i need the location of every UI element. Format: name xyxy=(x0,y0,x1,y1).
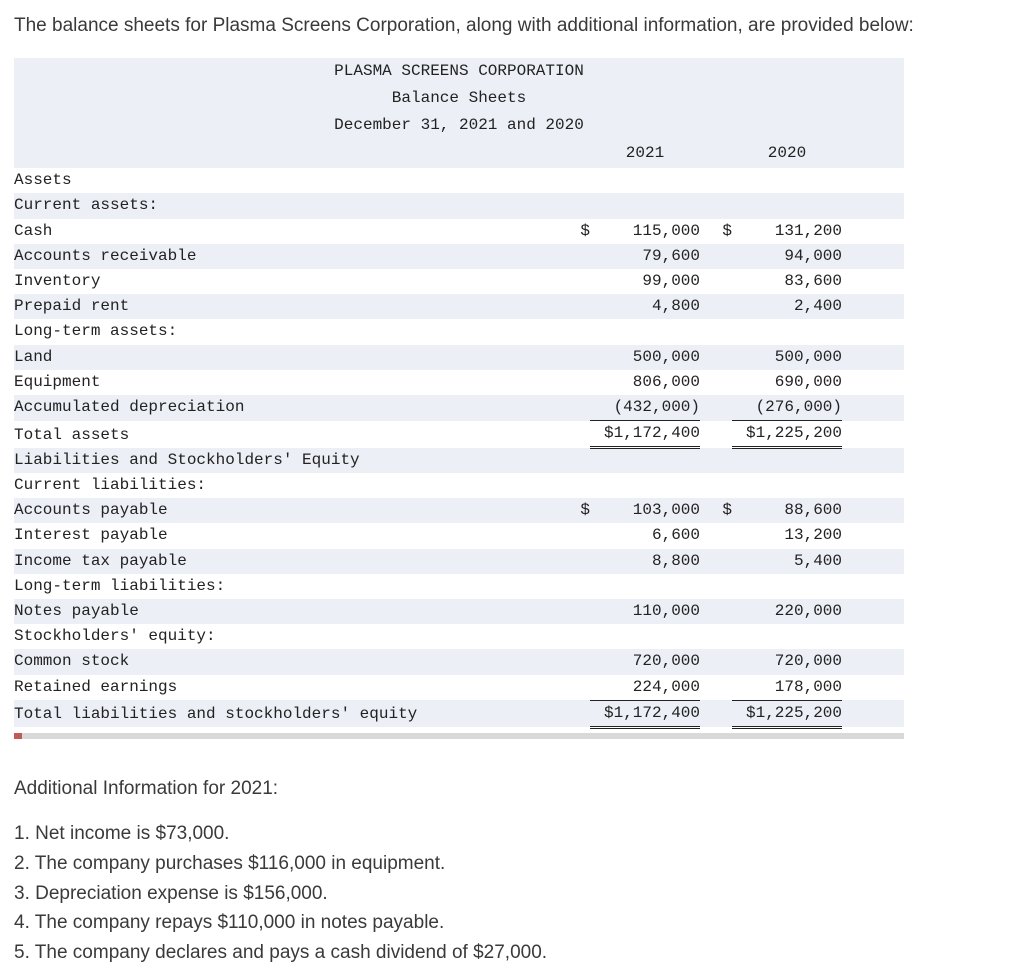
row-equip-v2: 690,000 xyxy=(732,370,842,395)
row-ap-label: Accounts payable xyxy=(14,498,564,523)
row-liab-se: Liabilities and Stockholders' Equity xyxy=(14,448,564,473)
row-accdep-v2: (276,000) xyxy=(732,395,842,421)
list-item: 4. The company repays $110,000 in notes … xyxy=(14,909,1010,937)
row-ap-cur1: $ xyxy=(564,498,590,523)
row-land-v2: 500,000 xyxy=(732,345,842,370)
row-se: Stockholders' equity: xyxy=(14,624,564,649)
year-2021: 2021 xyxy=(590,139,700,168)
row-cs-v2: 720,000 xyxy=(732,649,842,674)
additional-info-list: 1. Net income is $73,000. 2. The company… xyxy=(14,820,1010,966)
header-line-3: December 31, 2021 and 2020 xyxy=(14,114,904,137)
row-taxpay-v1: 8,800 xyxy=(590,549,700,574)
row-notes-label: Notes payable xyxy=(14,599,564,624)
row-ar-label: Accounts receivable xyxy=(14,244,564,269)
row-prepaid-v1: 4,800 xyxy=(590,294,700,319)
row-re-label: Retained earnings xyxy=(14,675,564,701)
row-cs-v1: 720,000 xyxy=(590,649,700,674)
year-2020: 2020 xyxy=(732,139,842,168)
row-ap-v2: 88,600 xyxy=(732,498,842,523)
row-ap-cur2: $ xyxy=(706,498,732,523)
list-item: 2. The company purchases $116,000 in equ… xyxy=(14,850,1010,878)
header-line-1: PLASMA SCREENS CORPORATION xyxy=(14,60,904,83)
row-cash-cur1: $ xyxy=(564,219,590,244)
list-item: 1. Net income is $73,000. xyxy=(14,820,1010,848)
row-prepaid-v2: 2,400 xyxy=(732,294,842,319)
row-notes-v1: 110,000 xyxy=(590,599,700,624)
list-item: 5. The company declares and pays a cash … xyxy=(14,939,1010,967)
row-inv-label: Inventory xyxy=(14,269,564,294)
row-cash-cur2: $ xyxy=(706,219,732,244)
row-cash-v2: 131,200 xyxy=(732,219,842,244)
row-tot-lse-label: Total liabilities and stockholders' equi… xyxy=(14,700,564,727)
row-tot-assets-v1: $1,172,400 xyxy=(590,421,700,448)
balance-sheet-table: PLASMA SCREENS CORPORATION Balance Sheet… xyxy=(14,58,904,729)
row-land-v1: 500,000 xyxy=(590,345,700,370)
row-lt-liab: Long-term liabilities: xyxy=(14,574,564,599)
row-ar-v1: 79,600 xyxy=(590,244,700,269)
row-assets: Assets xyxy=(14,168,564,193)
row-tot-lse-v2: $1,225,200 xyxy=(732,700,842,727)
row-notes-v2: 220,000 xyxy=(732,599,842,624)
row-ap-v1: 103,000 xyxy=(590,498,700,523)
header-line-2: Balance Sheets xyxy=(14,87,904,110)
row-land-label: Land xyxy=(14,345,564,370)
divider-bar xyxy=(14,733,904,739)
row-cash-label: Cash xyxy=(14,219,564,244)
row-cash-v1: 115,000 xyxy=(590,219,700,244)
row-tot-lse-v1: $1,172,400 xyxy=(590,700,700,727)
row-lt-assets: Long-term assets: xyxy=(14,319,564,344)
row-prepaid-label: Prepaid rent xyxy=(14,294,564,319)
additional-info-heading: Additional Information for 2021: xyxy=(14,775,1010,803)
row-inv-v2: 83,600 xyxy=(732,269,842,294)
row-accdep-label: Accumulated depreciation xyxy=(14,395,564,421)
row-current-assets: Current assets: xyxy=(14,193,564,218)
row-equip-label: Equipment xyxy=(14,370,564,395)
row-cs-label: Common stock xyxy=(14,649,564,674)
row-tot-assets-v2: $1,225,200 xyxy=(732,421,842,448)
row-cur-liab: Current liabilities: xyxy=(14,473,564,498)
row-re-v2: 178,000 xyxy=(732,675,842,701)
row-accdep-v1: (432,000) xyxy=(590,395,700,421)
row-intpay-v2: 13,200 xyxy=(732,523,842,548)
row-intpay-label: Interest payable xyxy=(14,523,564,548)
row-equip-v1: 806,000 xyxy=(590,370,700,395)
intro-text: The balance sheets for Plasma Screens Co… xyxy=(14,12,1010,40)
row-taxpay-v2: 5,400 xyxy=(732,549,842,574)
row-re-v1: 224,000 xyxy=(590,675,700,701)
row-taxpay-label: Income tax payable xyxy=(14,549,564,574)
row-inv-v1: 99,000 xyxy=(590,269,700,294)
row-ar-v2: 94,000 xyxy=(732,244,842,269)
row-intpay-v1: 6,600 xyxy=(590,523,700,548)
row-tot-assets-label: Total assets xyxy=(14,421,564,448)
